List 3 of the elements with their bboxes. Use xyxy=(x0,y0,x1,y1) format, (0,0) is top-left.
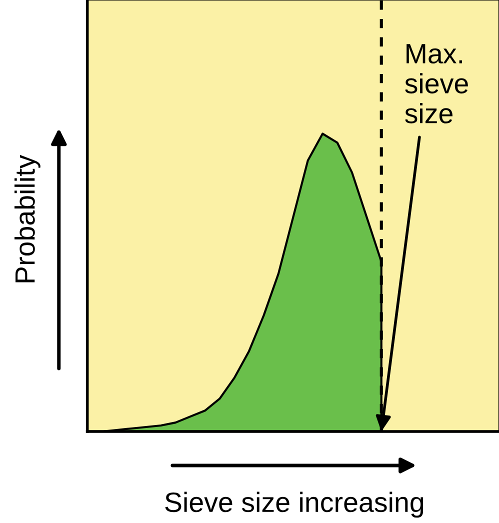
text: Max. sieve size xyxy=(405,44,468,124)
y-axis-title: Probability xyxy=(14,154,40,282)
x-axis-title: Sieve size increasing xyxy=(165,492,424,518)
